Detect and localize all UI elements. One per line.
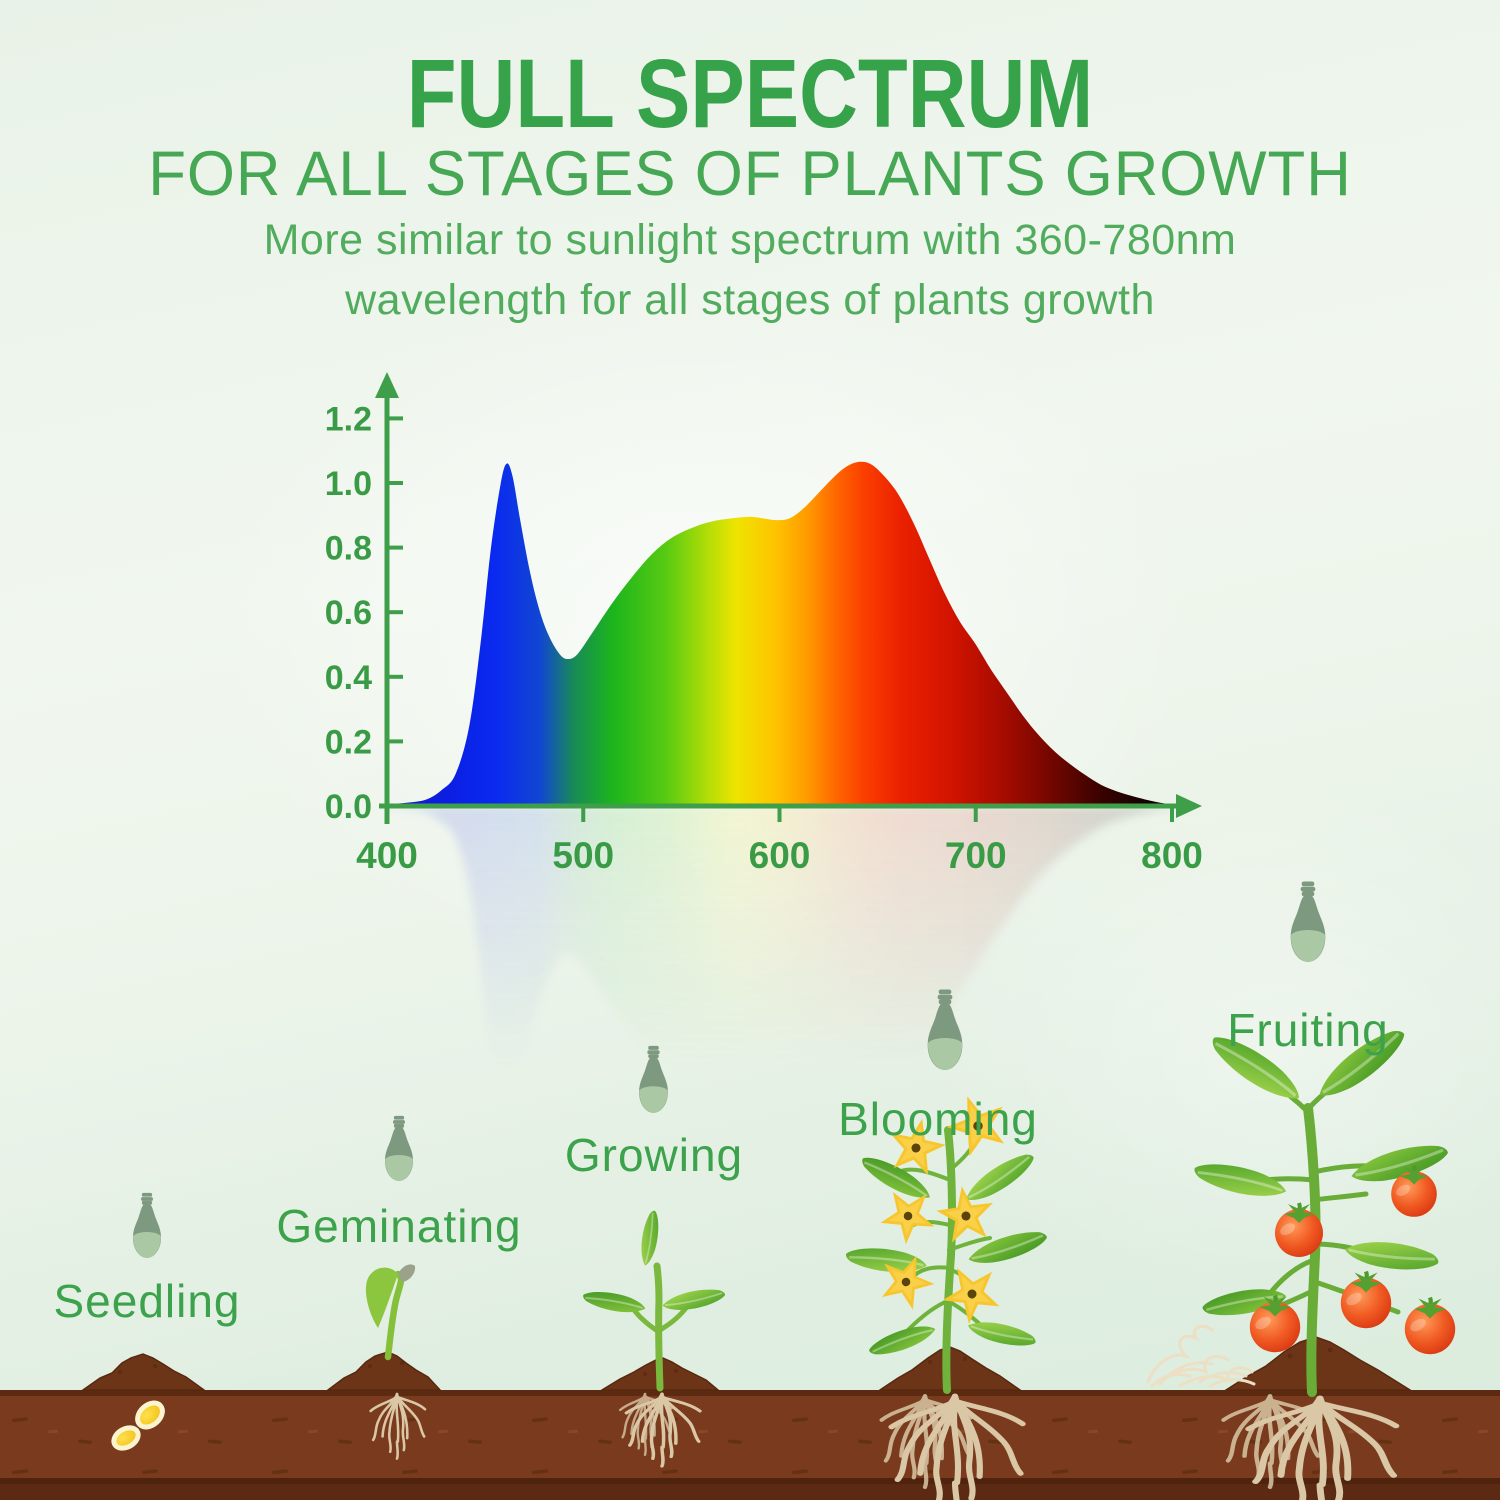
y-tick-label: 0.6 (325, 594, 372, 632)
plant-growing (580, 1208, 728, 1392)
surface-root-tangle (1146, 1324, 1256, 1388)
plant-blooming (843, 1086, 1052, 1394)
y-axis-arrow-icon (375, 372, 399, 398)
spd-curve (387, 461, 1180, 806)
plant-fruiting (1146, 1020, 1455, 1397)
stage-label-fruiting: Fruiting (1227, 1004, 1389, 1056)
ground-illustration (0, 1020, 1500, 1500)
chart-axes (379, 390, 1186, 824)
mound-baselines (83, 1387, 1410, 1391)
bulb-icon (927, 989, 963, 1070)
seeds (111, 1400, 165, 1451)
y-tick-label: 1.0 (325, 465, 372, 503)
description-line-2: wavelength for all stages of plants grow… (345, 276, 1155, 324)
bulb-icon (132, 1192, 162, 1258)
y-axis-ticks: 0.0 0.2 0.4 0.6 0.8 1.0 1.2 (325, 400, 403, 826)
x-tick-label: 700 (945, 835, 1007, 876)
mound (325, 1351, 442, 1391)
x-tick-label: 600 (749, 835, 811, 876)
description-line-1: More similar to sunlight spectrum with 3… (263, 216, 1237, 264)
stage-label-blooming: Blooming (838, 1093, 1038, 1145)
y-tick-label: 0.4 (325, 659, 372, 697)
mound (80, 1353, 207, 1391)
mound (1223, 1336, 1413, 1391)
sprout-germinating (365, 1264, 416, 1361)
x-axis-arrow-icon (1176, 794, 1202, 818)
page-title: FULL SPECTRUM (406, 39, 1094, 148)
x-tick-label: 500 (552, 835, 614, 876)
stage-label-seedling: Seedling (53, 1275, 241, 1327)
stage-label-growing: Growing (564, 1129, 744, 1181)
y-tick-label: 0.8 (325, 530, 372, 568)
y-tick-label: 1.2 (325, 400, 372, 438)
x-tick-label: 800 (1141, 835, 1203, 876)
stage-label-germinating: Geminating (276, 1200, 522, 1252)
bulb-icon (1290, 881, 1326, 962)
bulb-icon (384, 1115, 414, 1181)
y-tick-label: 0.0 (325, 788, 372, 826)
y-tick-label: 0.2 (325, 723, 372, 761)
x-tick-label: 400 (356, 835, 418, 876)
x-axis-ticks: 400 500 600 700 800 (356, 806, 1203, 876)
bulb-icon (639, 1045, 668, 1113)
mound-speckles (118, 1347, 1333, 1376)
page-subtitle: FOR ALL STAGES OF PLANTS GROWTH (148, 139, 1352, 209)
